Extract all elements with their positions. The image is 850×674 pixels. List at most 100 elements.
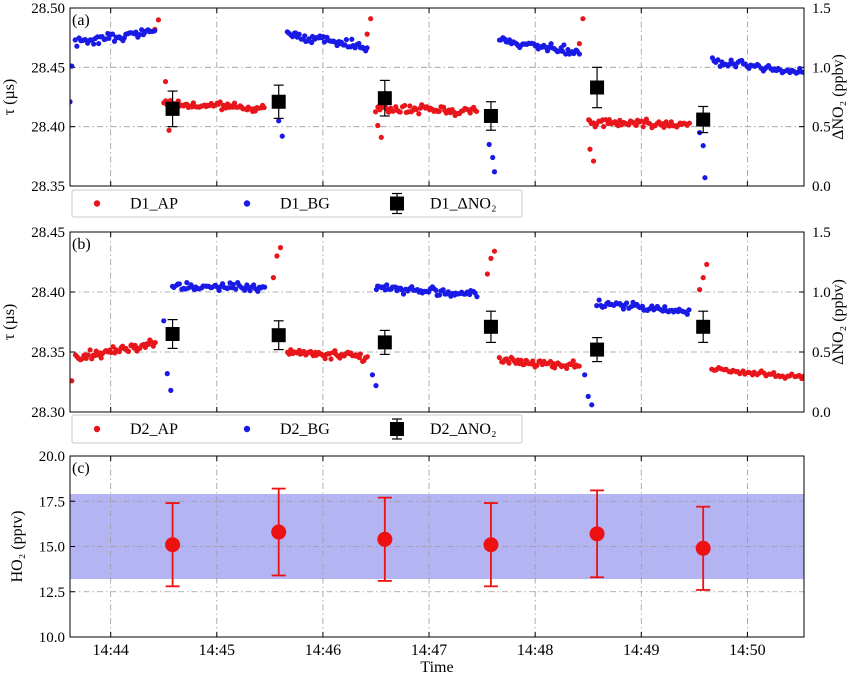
data-point-outlier <box>486 141 492 148</box>
panel-label: (a) <box>72 12 90 29</box>
data-point-outlier <box>270 275 276 281</box>
series-D1_ΔNO₂ <box>165 66 711 134</box>
data-point <box>262 284 268 290</box>
data-point-outlier <box>369 372 376 378</box>
y-tick-label: 28.45 <box>31 225 65 241</box>
data-point-outlier <box>70 378 75 384</box>
data-point <box>111 38 118 44</box>
legend-marker <box>390 196 404 211</box>
data-point <box>565 47 571 53</box>
data-point <box>626 122 632 128</box>
data-point <box>231 100 238 106</box>
data-point <box>72 37 78 43</box>
data-point <box>563 51 569 57</box>
data-marker-square <box>696 319 711 334</box>
data-point <box>397 109 403 115</box>
series-D2_ΔNO₂ <box>165 310 711 363</box>
data-point <box>728 57 734 63</box>
legend: D2_AP D2_BG D2_ΔNO₂ <box>71 414 523 444</box>
data-point <box>633 122 639 129</box>
data-point-outlier <box>490 154 496 161</box>
data-point <box>606 116 612 123</box>
data-point <box>733 64 739 70</box>
data-point <box>322 356 328 362</box>
y-tick-label: 28.45 <box>31 60 65 76</box>
plot-frame <box>69 7 805 187</box>
data-point <box>474 108 480 115</box>
data-marker-circle <box>165 537 181 553</box>
data-point <box>152 28 158 34</box>
data-point-outlier <box>702 175 708 181</box>
data-point-outlier <box>277 245 284 251</box>
data-point <box>686 307 692 313</box>
data-point <box>624 300 630 306</box>
data-point <box>684 311 690 317</box>
data-point <box>407 103 413 109</box>
y2-tick-label: 1.0 <box>812 285 831 301</box>
legend-label: D2_ΔNO₂ <box>430 421 497 438</box>
legend-marker <box>93 425 101 433</box>
legend-label: D1_AP <box>130 196 178 213</box>
data-point-outlier <box>590 158 597 164</box>
data-point <box>436 108 442 114</box>
y-axis-label: τ (µs) <box>1 79 18 116</box>
data-point <box>518 357 524 363</box>
data-point-outlier <box>168 387 174 393</box>
legend-box <box>71 414 523 444</box>
x-axis-label: Time <box>420 659 453 674</box>
data-point <box>467 291 473 298</box>
data-point <box>219 107 225 113</box>
y2-axis-label: ΔNO₂ (ppbv) <box>830 279 847 365</box>
data-point <box>433 287 439 294</box>
x-tick-label: 14:48 <box>517 642 553 659</box>
data-point <box>96 40 102 47</box>
data-point <box>372 109 379 115</box>
legend-marker <box>93 200 101 207</box>
grid <box>70 232 804 412</box>
data-point <box>343 37 349 43</box>
panel-label: (b) <box>72 236 91 253</box>
data-point <box>496 354 502 361</box>
data-point-outlier <box>375 122 381 129</box>
data-marker-square <box>377 335 392 350</box>
data-point <box>640 124 646 130</box>
data-marker-square <box>696 112 711 127</box>
data-point <box>686 120 693 126</box>
data-point <box>364 45 370 51</box>
x-tick-label: 14:45 <box>199 642 235 659</box>
y2-tick-label: 0.0 <box>812 405 831 421</box>
data-point-outlier <box>580 16 586 22</box>
data-point-outlier <box>166 127 172 133</box>
y-axis-label: HO₂ (pptv) <box>9 511 26 583</box>
data-point <box>328 356 334 362</box>
series-HO₂ <box>165 487 711 591</box>
data-point-outlier <box>155 17 162 23</box>
data-marker-square <box>377 91 392 106</box>
data-marker-circle <box>483 537 499 553</box>
data-marker-square <box>590 342 605 357</box>
data-point <box>152 339 158 346</box>
data-point <box>302 33 308 39</box>
data-point-outlier <box>576 41 582 47</box>
x-tick-label: 14:50 <box>729 642 765 659</box>
panel-label: (c) <box>72 460 90 477</box>
data-point <box>133 29 139 35</box>
data-point <box>384 282 390 288</box>
series-D1_BG <box>70 27 804 181</box>
data-point <box>646 120 653 127</box>
data-point <box>349 36 355 42</box>
data-point <box>620 306 627 312</box>
data-point <box>364 354 370 360</box>
data-point-outlier <box>697 287 703 293</box>
data-point <box>440 287 446 293</box>
data-point-outlier <box>276 118 282 124</box>
data-point <box>190 100 197 106</box>
data-point <box>402 102 408 109</box>
data-point <box>91 41 97 47</box>
legend-marker <box>390 422 404 436</box>
data-layer <box>70 16 804 181</box>
data-point <box>413 106 419 112</box>
data-point-outlier <box>484 271 491 277</box>
data-marker-square <box>271 328 286 343</box>
grid <box>70 8 804 186</box>
